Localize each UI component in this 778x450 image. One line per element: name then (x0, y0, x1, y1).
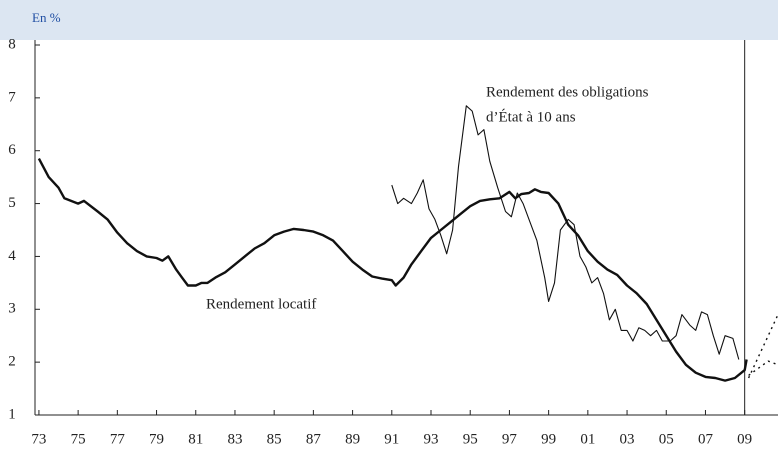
x-tick-label: 03 (620, 431, 635, 447)
series-line (747, 314, 778, 379)
x-tick-label: 77 (110, 431, 126, 447)
x-tick-label: 89 (345, 431, 360, 447)
unit-label: En % (32, 10, 61, 25)
y-tick-label: 3 (8, 301, 16, 317)
y-tick-label: 8 (8, 36, 16, 52)
x-tick-label: 91 (384, 431, 399, 447)
annotation: Rendement locatif (206, 296, 316, 312)
x-tick-label: 97 (502, 431, 518, 447)
series-line (37, 158, 748, 382)
x-tick-label: 99 (541, 431, 556, 447)
y-tick-label: 4 (8, 248, 16, 264)
series-line (748, 360, 778, 376)
x-tick-label: 93 (424, 431, 439, 447)
x-tick-label: 79 (149, 431, 164, 447)
series-line (391, 105, 740, 360)
y-tick-label: 2 (8, 354, 16, 370)
x-tick-label: 95 (463, 431, 478, 447)
annotation: Rendement des obligations (486, 84, 649, 100)
y-tick-label: 5 (8, 195, 16, 211)
x-tick-label: 85 (267, 431, 282, 447)
header-band (0, 0, 778, 40)
x-tick-label: 09 (737, 431, 752, 447)
x-tick-label: 75 (71, 431, 86, 447)
annotation: d’État à 10 ans (486, 108, 576, 125)
y-tick-label: 6 (8, 142, 16, 158)
x-tick-label: 87 (306, 431, 322, 447)
x-tick-label: 81 (188, 431, 203, 447)
x-tick-label: 05 (659, 431, 674, 447)
y-tick-label: 7 (8, 89, 16, 105)
x-tick-label: 83 (227, 431, 242, 447)
x-tick-label: 73 (31, 431, 46, 447)
x-tick-label: 07 (698, 431, 714, 447)
y-tick-label: 1 (8, 406, 16, 422)
x-tick-label: 01 (580, 431, 595, 447)
